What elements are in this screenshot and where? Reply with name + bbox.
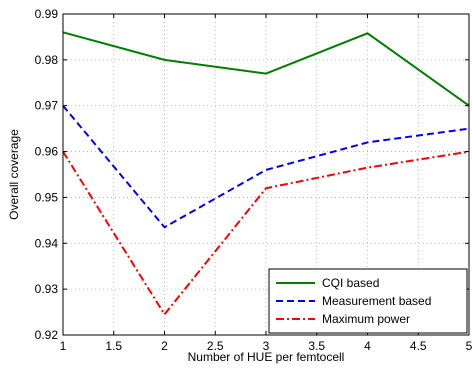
x-tick-label: 5 [466,339,472,353]
x-tick-label: 4.5 [410,339,427,353]
x-tick-label: 3 [263,339,270,353]
y-tick-label: 0.98 [35,53,59,67]
x-tick-label: 1.5 [105,339,122,353]
y-tick-label: 0.94 [35,236,59,250]
y-tick-label: 0.96 [35,145,59,159]
y-tick-label: 0.93 [35,282,59,296]
legend-label-1: Measurement based [322,294,431,308]
y-axis-label: Overall coverage [7,129,21,220]
x-axis-label: Number of HUE per femtocell [188,350,345,364]
x-tick-label: 3.5 [308,339,325,353]
legend-label-2: Maximum power [322,312,410,326]
x-tick-label: 2.5 [207,339,224,353]
legend: CQI based Measurement based Maximum power [268,268,468,334]
series-line-0 [62,31,470,107]
series-line-1 [62,105,470,229]
y-tick-label: 0.97 [35,99,59,113]
legend-label-0: CQI based [322,276,379,290]
series-layer [62,31,470,317]
ticks [62,13,470,336]
x-tick-label: 2 [161,339,168,353]
series-line-2 [62,150,470,317]
tick-labels: 1 1.5 2 2.5 3 3.5 4 4.5 5 0.92 0.93 0.94 0.95 0.96 0.9… [35,7,472,353]
y-tick-label: 0.95 [35,190,59,204]
x-tick-label: 4 [364,339,371,353]
y-tick-label: 0.92 [35,328,59,342]
x-tick-label: 1 [60,339,67,353]
y-tick-label: 0.99 [35,7,59,21]
grid [63,14,469,335]
